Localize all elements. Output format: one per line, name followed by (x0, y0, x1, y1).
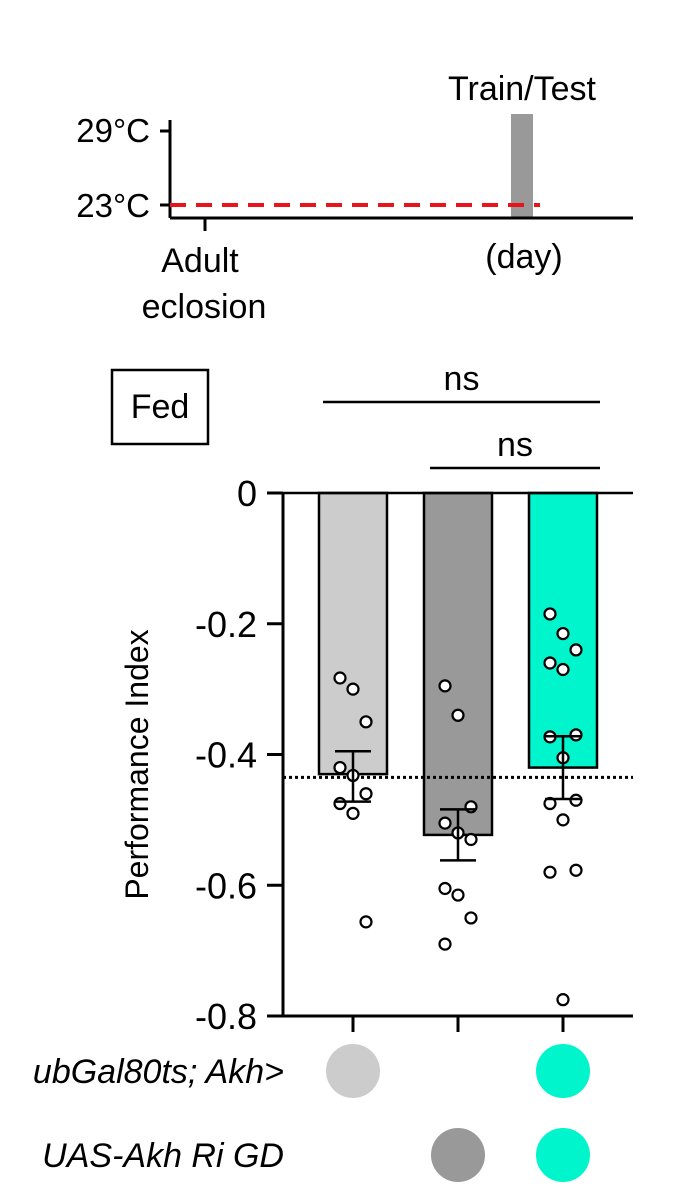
genotype-dot-r1-c3 (536, 1044, 590, 1098)
y-tick-label-1: 0 (237, 473, 257, 514)
data-point-bar2-10 (438, 937, 452, 951)
data-point-bar1-1 (333, 671, 347, 685)
eclosion-label-line2: eclosion (142, 288, 267, 326)
data-point-bar3-2 (556, 626, 570, 641)
bars (317, 491, 599, 837)
bar-2 (422, 491, 494, 837)
data-point-bar1-7 (333, 796, 347, 811)
data-point-bar2-2 (451, 708, 465, 722)
y-ticks: 0 -0.2 -0.4 -0.6 -0.8 (195, 473, 283, 1037)
eclosion-label-line1: Adult (161, 242, 239, 280)
data-point-bar1-8 (346, 806, 360, 820)
timeline-schematic: Train/Test 29°C 23°C Adult eclosion (day… (76, 70, 633, 326)
data-point-bar3-9 (569, 793, 583, 807)
data-point-bar3-4 (543, 656, 557, 670)
condition-label: Fed (131, 388, 190, 426)
y-tick-label-2: -0.2 (195, 604, 257, 645)
data-point-bar1-4 (333, 760, 347, 775)
genotype-label-2: UAS-Akh Ri GD (42, 1137, 284, 1175)
data-point-bar3-13 (543, 865, 557, 879)
genotype-dot-r2-c2 (431, 1128, 485, 1182)
temp-low-label: 23°C (76, 187, 150, 224)
significance-label-2: ns (497, 426, 533, 464)
bar-1 (317, 491, 389, 776)
data-point-bar2-1 (438, 679, 452, 693)
data-point-bar3-11 (556, 813, 570, 827)
data-point-bar3-5 (556, 662, 570, 677)
data-point-bar3-14 (556, 993, 570, 1007)
condition-box-frame (110, 368, 210, 446)
data-point-bar2-4 (438, 816, 452, 830)
genotype-label-1: ubGal80ts; Akh> (33, 1053, 284, 1091)
data-point-bar2-7 (438, 881, 452, 896)
genotype-dot-r2-c3 (536, 1128, 590, 1182)
data-point-bar1-6 (359, 787, 373, 801)
genotype-table: ubGal80ts; Akh> UAS-Akh Ri GD (33, 1044, 590, 1182)
y-tick-label-4: -0.6 (195, 865, 257, 906)
data-point-bar1-2 (346, 682, 360, 696)
data-point-bar2-6 (464, 832, 478, 847)
data-point-bar3-6 (569, 728, 583, 742)
temp-high-label: 29°C (76, 112, 150, 149)
data-point-bar2-9 (464, 911, 478, 925)
data-point-bar1-9 (359, 915, 373, 929)
day-label: (day) (485, 238, 562, 276)
bar-chart: Performance Index 0 -0.2 -0.4 -0.6 -0.8 ubGa… (33, 473, 633, 1182)
data-point-bar3-1 (543, 607, 557, 621)
data-point-bar2-8 (451, 888, 465, 902)
y-tick-label-3: -0.4 (195, 735, 257, 776)
y-tick-label-5: -0.8 (195, 996, 257, 1037)
y-axis-label: Performance Index (119, 629, 155, 899)
genotype-dot-r1-c1 (326, 1044, 380, 1098)
condition-box: Fed (110, 368, 210, 446)
data-point-bar1-3 (359, 715, 373, 729)
significance-label-1: ns (444, 360, 480, 398)
error-bars (335, 734, 581, 862)
data-point-bar3-3 (569, 643, 583, 657)
train-test-bar (511, 114, 533, 218)
train-test-label: Train/Test (448, 70, 597, 108)
data-point-bar3-12 (569, 863, 583, 877)
